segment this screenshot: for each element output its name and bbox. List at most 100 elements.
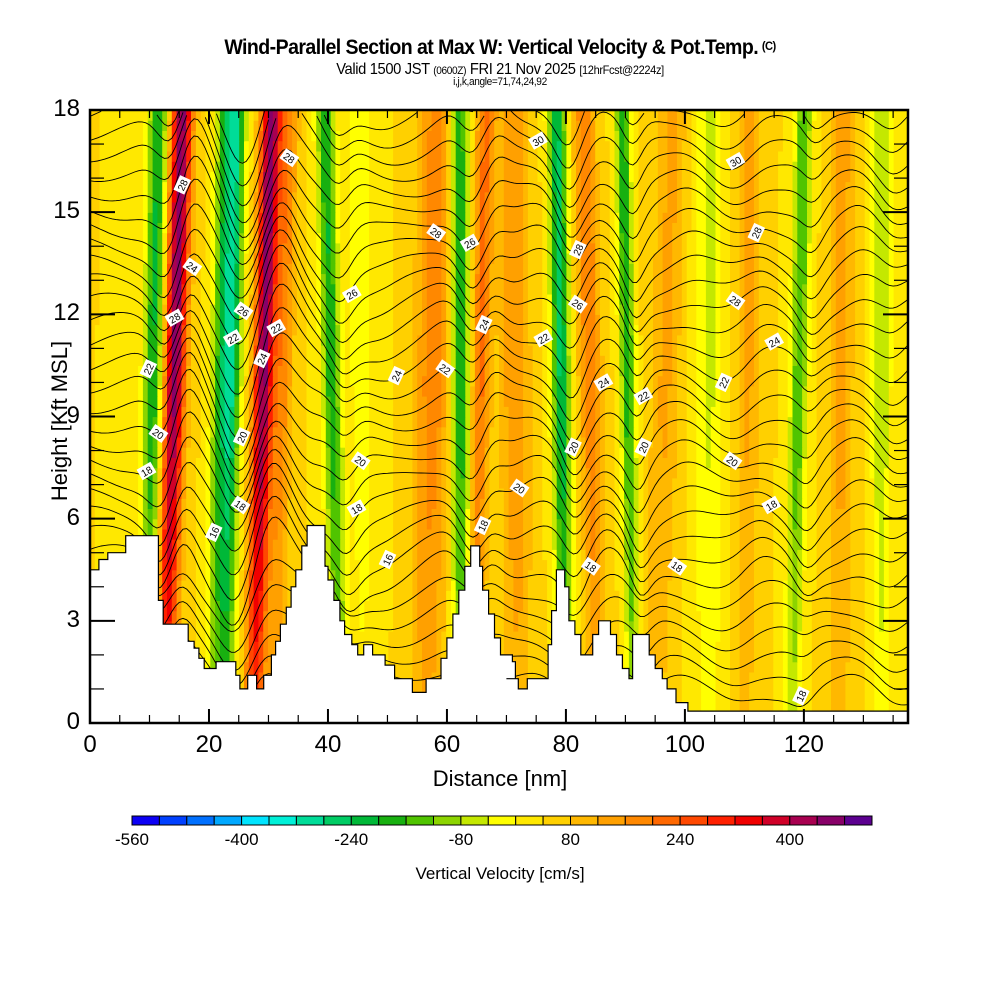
velocity-cell [479, 467, 486, 479]
velocity-cell [398, 549, 404, 561]
velocity-cell [503, 549, 510, 561]
velocity-cell [797, 528, 803, 540]
velocity-cell [123, 488, 130, 499]
velocity-cell [258, 559, 264, 571]
velocity-cell [248, 661, 255, 673]
velocity-cell [205, 416, 211, 428]
velocity-cell [383, 518, 389, 530]
velocity-cell [167, 436, 173, 448]
velocity-cell [499, 590, 505, 601]
velocity-cell [715, 641, 721, 653]
velocity-cell [653, 641, 659, 653]
velocity-cell [725, 498, 731, 509]
velocity-cell [306, 488, 312, 499]
velocity-cell [123, 457, 130, 469]
velocity-cell [686, 641, 693, 653]
velocity-cell [662, 498, 668, 509]
velocity-cell [883, 590, 890, 601]
velocity-cell [696, 488, 702, 499]
velocity-cell [754, 569, 760, 581]
velocity-cell [547, 549, 553, 561]
velocity-cell [412, 477, 418, 489]
velocity-cell [369, 436, 375, 448]
velocity-cell [657, 467, 664, 479]
velocity-cell [677, 549, 683, 561]
velocity-cell [489, 590, 495, 601]
velocity-cell [874, 651, 880, 663]
velocity-cell [253, 651, 259, 663]
velocity-cell [710, 682, 717, 693]
velocity-cell [758, 518, 765, 530]
velocity-cell [460, 508, 466, 520]
velocity-cell [340, 518, 346, 530]
velocity-cell [705, 457, 712, 469]
velocity-cell [239, 569, 245, 581]
velocity-cell [773, 600, 779, 612]
velocity-cell [200, 569, 207, 581]
velocity-cell [157, 467, 163, 479]
velocity-cell [123, 416, 130, 428]
velocity-cell [831, 508, 837, 520]
velocity-cell [513, 610, 519, 622]
velocity-cell [672, 528, 678, 540]
velocity-cell [816, 518, 822, 530]
velocity-cell [292, 426, 298, 438]
velocity-cell [542, 631, 548, 642]
velocity-cell [787, 436, 794, 448]
velocity-cell [883, 600, 890, 612]
velocity-cell [253, 426, 259, 438]
velocity-cell [864, 671, 871, 683]
velocity-cell [705, 477, 712, 489]
velocity-cell [609, 549, 616, 561]
velocity-cell [272, 416, 279, 428]
velocity-cell [787, 631, 794, 642]
velocity-cell [576, 426, 582, 438]
velocity-cell [551, 539, 558, 550]
velocity-cell [345, 457, 351, 469]
velocity-cell [489, 600, 495, 612]
velocity-cell [335, 518, 341, 530]
velocity-cell [835, 528, 842, 540]
velocity-cell [253, 436, 259, 448]
velocity-cell [532, 539, 539, 550]
velocity-cell [600, 569, 606, 581]
velocity-cell [653, 580, 659, 591]
velocity-cell [383, 528, 389, 540]
velocity-cell [499, 620, 505, 632]
velocity-cell [542, 600, 548, 612]
velocity-cell [460, 488, 466, 499]
velocity-cell [888, 702, 895, 714]
velocity-cell [210, 447, 216, 458]
velocity-cell [383, 477, 389, 489]
velocity-cell [739, 580, 745, 591]
velocity-cell [705, 651, 712, 663]
velocity-cell [893, 436, 899, 448]
velocity-cell [840, 580, 846, 591]
velocity-cell [619, 436, 625, 448]
velocity-cell [90, 498, 96, 509]
velocity-cell [792, 620, 798, 632]
velocity-cell [734, 477, 741, 489]
velocity-cell [494, 539, 500, 550]
velocity-cell [426, 498, 433, 509]
velocity-cell [205, 610, 211, 622]
velocity-cell [277, 508, 284, 520]
velocity-cell [210, 620, 216, 632]
velocity-cell [527, 620, 534, 632]
velocity-cell [792, 682, 798, 693]
velocity-cell [373, 620, 380, 632]
velocity-cell [523, 651, 529, 663]
velocity-cell [272, 518, 279, 530]
velocity-cell [710, 610, 717, 622]
velocity-cell [802, 580, 808, 591]
velocity-cell [681, 426, 688, 438]
velocity-cell [773, 559, 779, 571]
velocity-cell [484, 488, 490, 499]
velocity-cell [503, 569, 510, 581]
velocity-cell [229, 477, 235, 489]
velocity-cell [446, 477, 452, 489]
velocity-cell [311, 508, 317, 520]
velocity-cell [739, 600, 745, 612]
velocity-cell [210, 651, 216, 663]
velocity-cell [624, 436, 630, 448]
